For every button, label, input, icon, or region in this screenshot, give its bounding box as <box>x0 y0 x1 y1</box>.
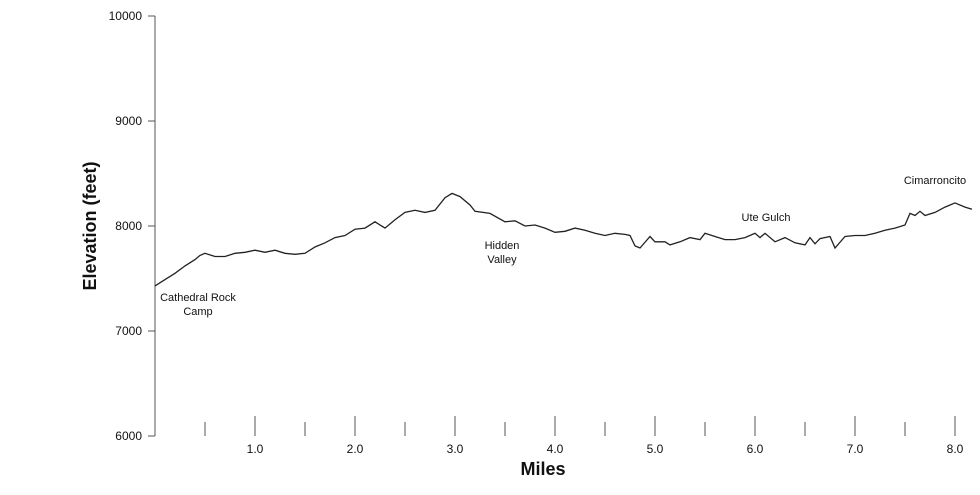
x-tick-label: 6.0 <box>747 442 764 456</box>
annotation: Valley <box>487 254 517 266</box>
x-axis-title: Miles <box>520 459 565 479</box>
y-tick-label: 6000 <box>115 429 142 443</box>
annotation: Camp <box>183 306 212 318</box>
y-axis-title: Elevation (feet) <box>80 161 100 290</box>
x-tick-label: 5.0 <box>647 442 664 456</box>
annotation: Hidden <box>485 240 520 252</box>
annotation: Cimarroncito <box>904 175 966 187</box>
y-tick-label: 9000 <box>115 114 142 128</box>
x-tick-label: 1.0 <box>247 442 264 456</box>
x-tick-label: 4.0 <box>547 442 564 456</box>
x-tick-label: 7.0 <box>847 442 864 456</box>
x-tick-label: 3.0 <box>447 442 464 456</box>
elevation-line <box>154 192 973 287</box>
annotation: Cathedral Rock <box>160 292 236 304</box>
y-tick-label: 7000 <box>115 324 142 338</box>
x-tick-label: 8.0 <box>947 442 964 456</box>
annotation: Ute Gulch <box>742 212 791 224</box>
y-tick-label: 8000 <box>115 219 142 233</box>
x-tick-label: 2.0 <box>347 442 364 456</box>
y-tick-label: 10000 <box>109 9 143 23</box>
